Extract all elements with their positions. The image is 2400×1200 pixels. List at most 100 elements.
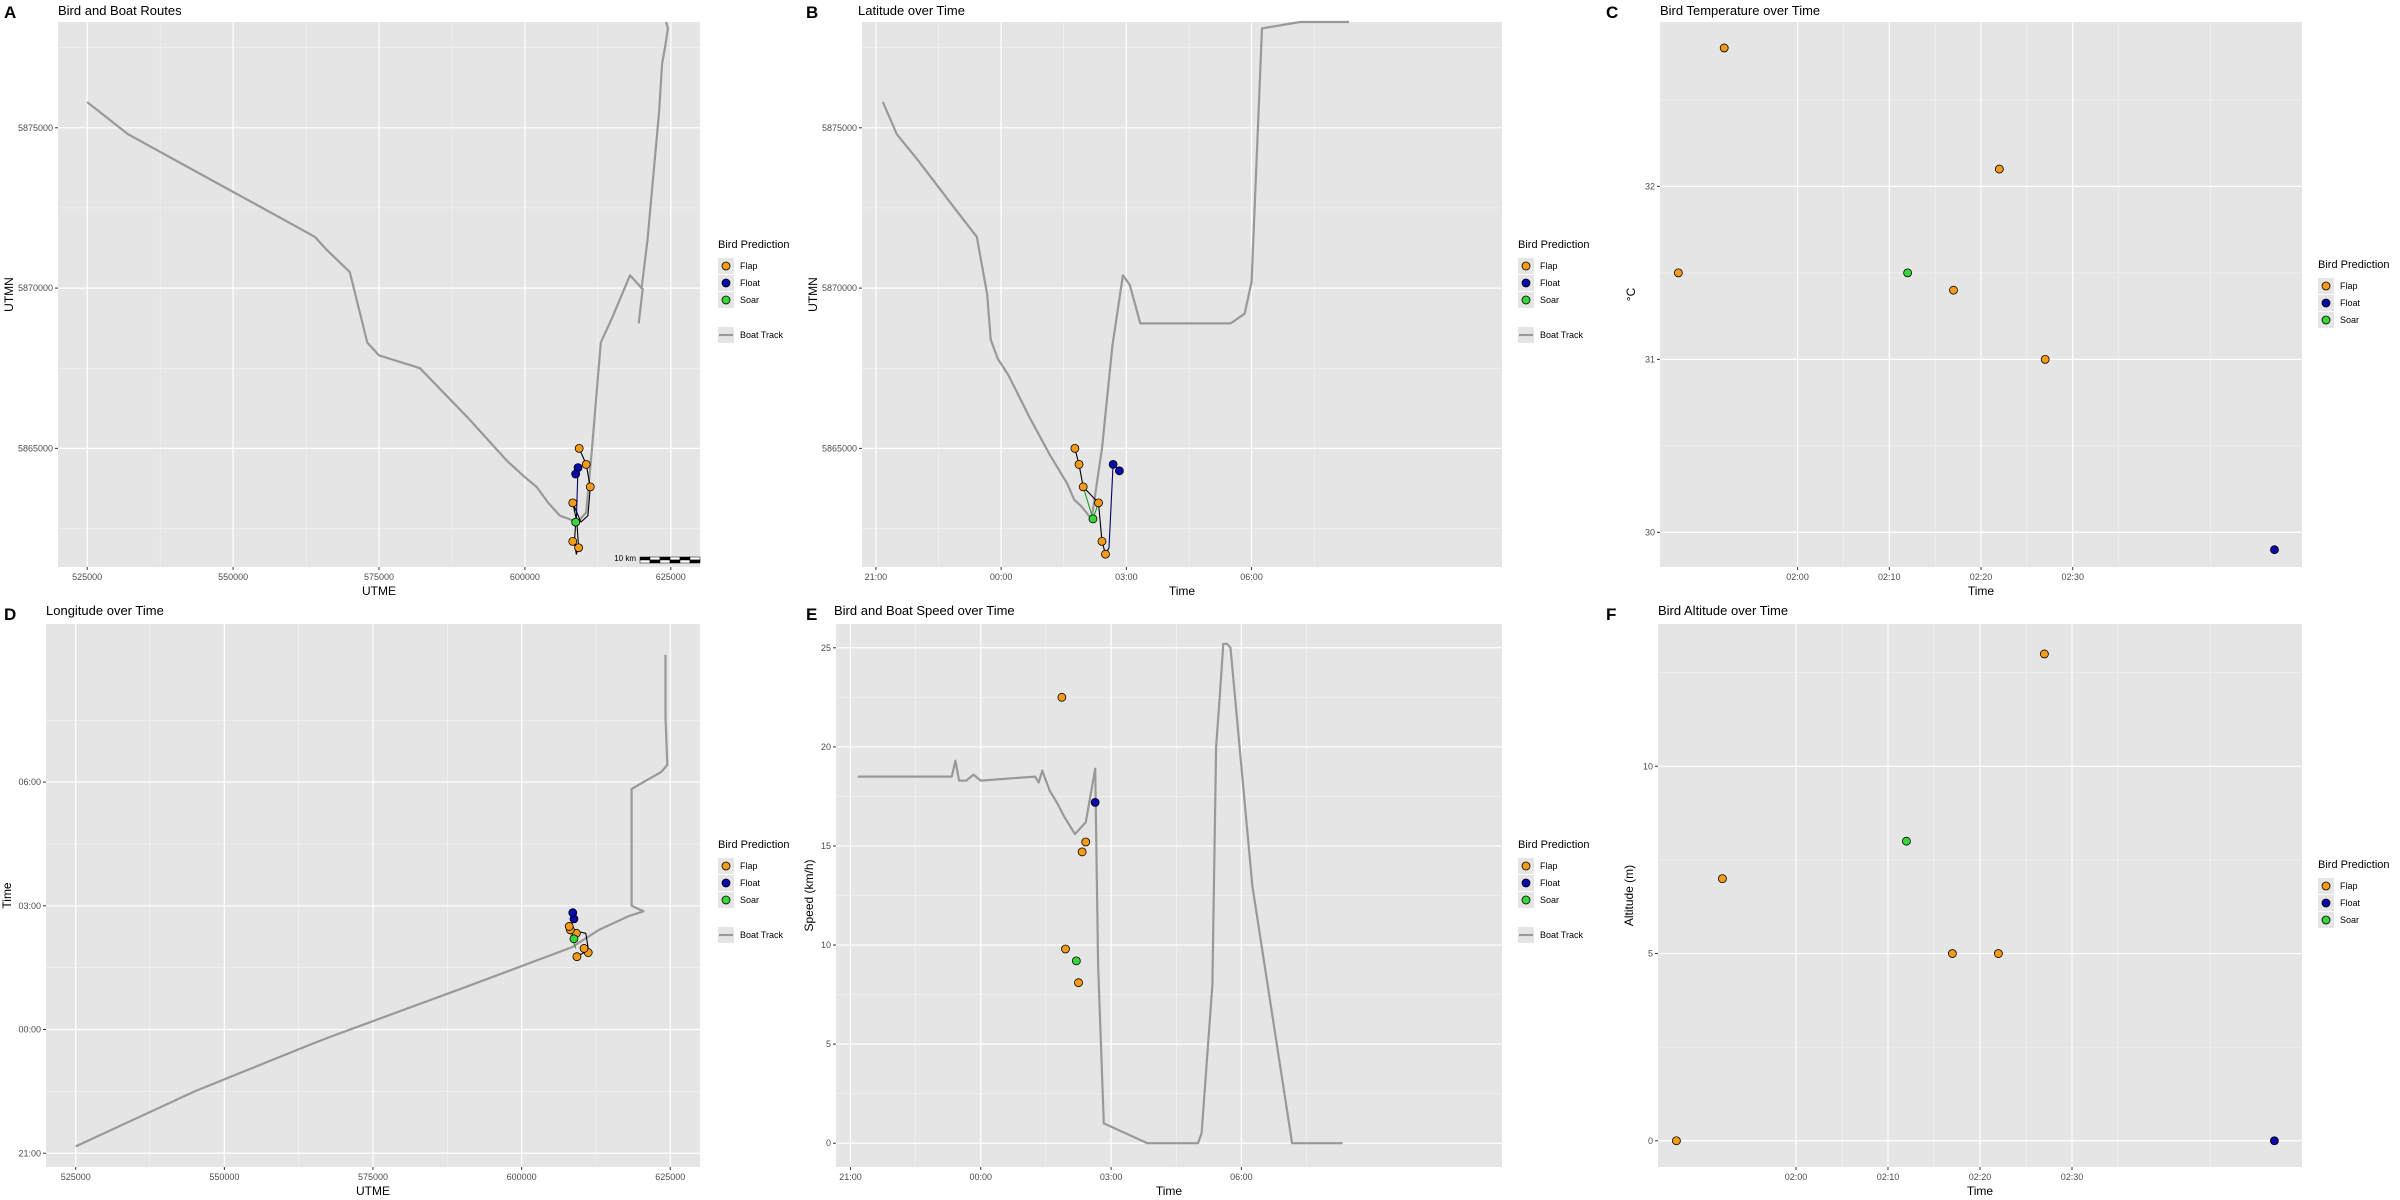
legend: Bird Prediction Flap Float Soar Boat Track xyxy=(1518,839,1590,943)
point-flap xyxy=(585,482,595,492)
legend: Bird Prediction Flap Float Soar xyxy=(2318,859,2390,928)
point-flap xyxy=(2040,649,2049,659)
scale-bar-segment xyxy=(649,559,661,564)
legend-key-flap xyxy=(2321,281,2331,291)
point-flap xyxy=(579,944,589,953)
legend-title: Bird Prediction xyxy=(718,839,790,851)
legend-label: Soar xyxy=(740,895,759,905)
scale-bar-segment xyxy=(679,556,691,561)
legend-label: Float xyxy=(1540,278,1561,288)
point-soar xyxy=(571,517,581,527)
plot-area xyxy=(1673,43,2279,555)
legend-title: Bird Prediction xyxy=(1518,839,1590,851)
legend-label: Soar xyxy=(2340,915,2359,925)
x-tick-label: 03:00 xyxy=(1115,572,1138,582)
panel-letter: C xyxy=(1606,3,1618,22)
point-float xyxy=(1108,460,1118,469)
scale-bar-segment xyxy=(639,559,651,564)
legend-label: Soar xyxy=(2340,315,2359,325)
x-tick-label: 06:00 xyxy=(1230,1172,1253,1182)
point-flap xyxy=(581,460,591,469)
point-flap xyxy=(1949,285,1958,295)
boat-track-line xyxy=(881,20,1349,521)
x-tick-label: 02:10 xyxy=(1878,572,1901,582)
y-tick-label: 20 xyxy=(821,742,831,752)
legend-key-float xyxy=(1521,878,1531,888)
y-tick-label: 21:00 xyxy=(18,1148,41,1158)
legend-key-soar xyxy=(721,895,731,905)
x-axis-label: Time xyxy=(1967,1184,1994,1198)
legend: Bird Prediction Flap Float Soar Boat Track xyxy=(718,239,790,343)
y-tick-label: 5865000 xyxy=(18,443,53,453)
legend-label: Boat Track xyxy=(740,930,784,940)
point-flap xyxy=(568,536,578,546)
y-tick-label: 5875000 xyxy=(822,123,857,133)
y-tick-label: 06:00 xyxy=(18,777,41,787)
legend-label: Float xyxy=(2340,298,2361,308)
y-tick-label: 15 xyxy=(821,841,831,851)
legend-key-float xyxy=(721,878,731,888)
y-tick-label: 10 xyxy=(1643,761,1653,771)
y-tick-label: 5875000 xyxy=(18,123,53,133)
point-flap xyxy=(1718,874,1727,884)
boat-track-line xyxy=(86,21,670,524)
y-tick-label: 10 xyxy=(821,940,831,950)
x-tick-label: 575000 xyxy=(358,1172,388,1182)
x-tick-label: 21:00 xyxy=(865,572,888,582)
point-flap xyxy=(574,443,584,453)
point-soar xyxy=(1902,836,1911,846)
plot-background xyxy=(862,22,1502,567)
panel-b: B Latitude over Time 21:00 00:00 03:00 06:00 5… xyxy=(806,3,1590,598)
boat-track-line xyxy=(637,287,644,324)
panel-title: Longitude over Time xyxy=(46,603,164,618)
point-soar xyxy=(1088,514,1098,524)
legend-label: Float xyxy=(2340,898,2361,908)
legend-key-soar xyxy=(1521,895,1531,905)
x-tick-label: 00:00 xyxy=(970,1172,993,1182)
scale-bar-label: 10 km xyxy=(614,554,636,563)
x-tick-label: 02:30 xyxy=(2061,1172,2084,1182)
point-flap xyxy=(1101,549,1110,559)
legend: Bird Prediction Flap Float Soar Boat Track xyxy=(1518,239,1590,343)
panel-letter: E xyxy=(806,605,817,624)
point-float xyxy=(2270,545,2279,555)
point-flap xyxy=(1673,268,1683,278)
legend-label: Flap xyxy=(2340,881,2358,891)
panel-letter: B xyxy=(806,3,818,22)
point-float xyxy=(2269,1136,2279,1146)
legend-key-flap xyxy=(2321,881,2331,891)
panel-d: D Longitude over Time 525000 550000 575000 60… xyxy=(0,603,790,1198)
x-tick-label: 02:30 xyxy=(2061,572,2084,582)
legend-label: Soar xyxy=(1540,295,1559,305)
point-soar xyxy=(1071,956,1081,966)
panel-title: Bird Altitude over Time xyxy=(1658,603,1788,618)
point-flap xyxy=(1057,692,1067,702)
point-flap xyxy=(1948,949,1957,958)
x-tick-label: 02:00 xyxy=(1785,1172,1808,1182)
point-flap xyxy=(1074,460,1084,469)
legend-key-soar xyxy=(2321,315,2331,325)
legend-key-float xyxy=(2321,298,2331,308)
y-tick-label: 0 xyxy=(1648,1136,1653,1146)
scale-bar-segment xyxy=(659,559,671,564)
plot-area xyxy=(881,20,1349,559)
point-float xyxy=(1114,466,1124,476)
point-flap xyxy=(1672,1136,1681,1146)
legend-key-float xyxy=(2321,898,2331,908)
point-flap xyxy=(1077,847,1087,857)
y-tick-label: 5870000 xyxy=(822,283,857,293)
x-tick-label: 525000 xyxy=(72,572,102,582)
y-axis-label: Speed (km/h) xyxy=(802,859,816,931)
point-flap xyxy=(1078,482,1088,492)
y-axis-label: UTMN xyxy=(806,277,820,312)
point-float xyxy=(568,908,578,918)
legend-label: Flap xyxy=(2340,281,2358,291)
x-tick-label: 02:00 xyxy=(1786,572,1809,582)
x-tick-label: 625000 xyxy=(656,572,686,582)
legend-key-soar xyxy=(1521,295,1531,305)
scale-bar-segment xyxy=(649,556,661,561)
y-tick-label: 31 xyxy=(1645,354,1655,364)
plot-area xyxy=(1672,649,2279,1146)
point-flap xyxy=(572,952,582,962)
